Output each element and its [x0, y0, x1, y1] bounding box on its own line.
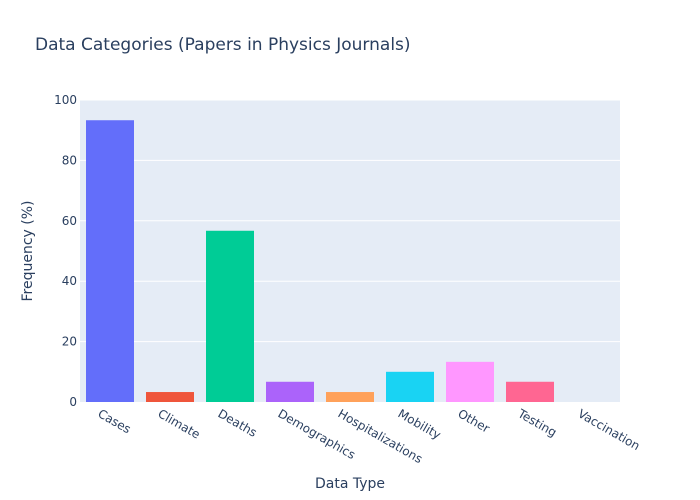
bar-climate: [146, 392, 194, 402]
y-tick-label: 0: [69, 395, 77, 409]
x-tick-label: Deaths: [216, 406, 260, 439]
y-axis-title: Frequency (%): [20, 200, 36, 301]
x-tick-label: Other: [456, 406, 493, 435]
x-tick-label: Mobility: [396, 406, 444, 442]
y-tick-label: 60: [62, 214, 77, 228]
bar-cases: [86, 120, 134, 402]
y-tick-label: 40: [62, 274, 77, 288]
bar-hospitalizations: [326, 392, 374, 402]
bar-deaths: [206, 230, 254, 402]
y-axis-ticks: 0 20 40 60 80 100: [54, 93, 77, 409]
x-tick-label: Cases: [96, 406, 134, 436]
bar-testing: [506, 381, 554, 402]
bar-demographics: [266, 381, 314, 402]
y-tick-label: 80: [62, 153, 77, 167]
plot-area: [80, 100, 620, 402]
gridlines: [80, 99, 620, 343]
chart-title: Data Categories (Papers in Physics Journ…: [35, 35, 411, 55]
y-tick-label: 20: [62, 335, 77, 349]
bar-mobility: [386, 371, 434, 402]
x-tick-label: Testing: [515, 406, 559, 440]
x-tick-label: Climate: [156, 406, 203, 441]
x-axis-ticks: Cases Climate Deaths DemographicsHospitaliz…: [96, 406, 643, 466]
x-axis-title: Data Type: [315, 476, 385, 492]
bar-other: [446, 361, 494, 402]
y-tick-label: 100: [54, 93, 77, 107]
bars: [86, 120, 554, 402]
x-tick-label: Vaccination: [576, 406, 643, 453]
